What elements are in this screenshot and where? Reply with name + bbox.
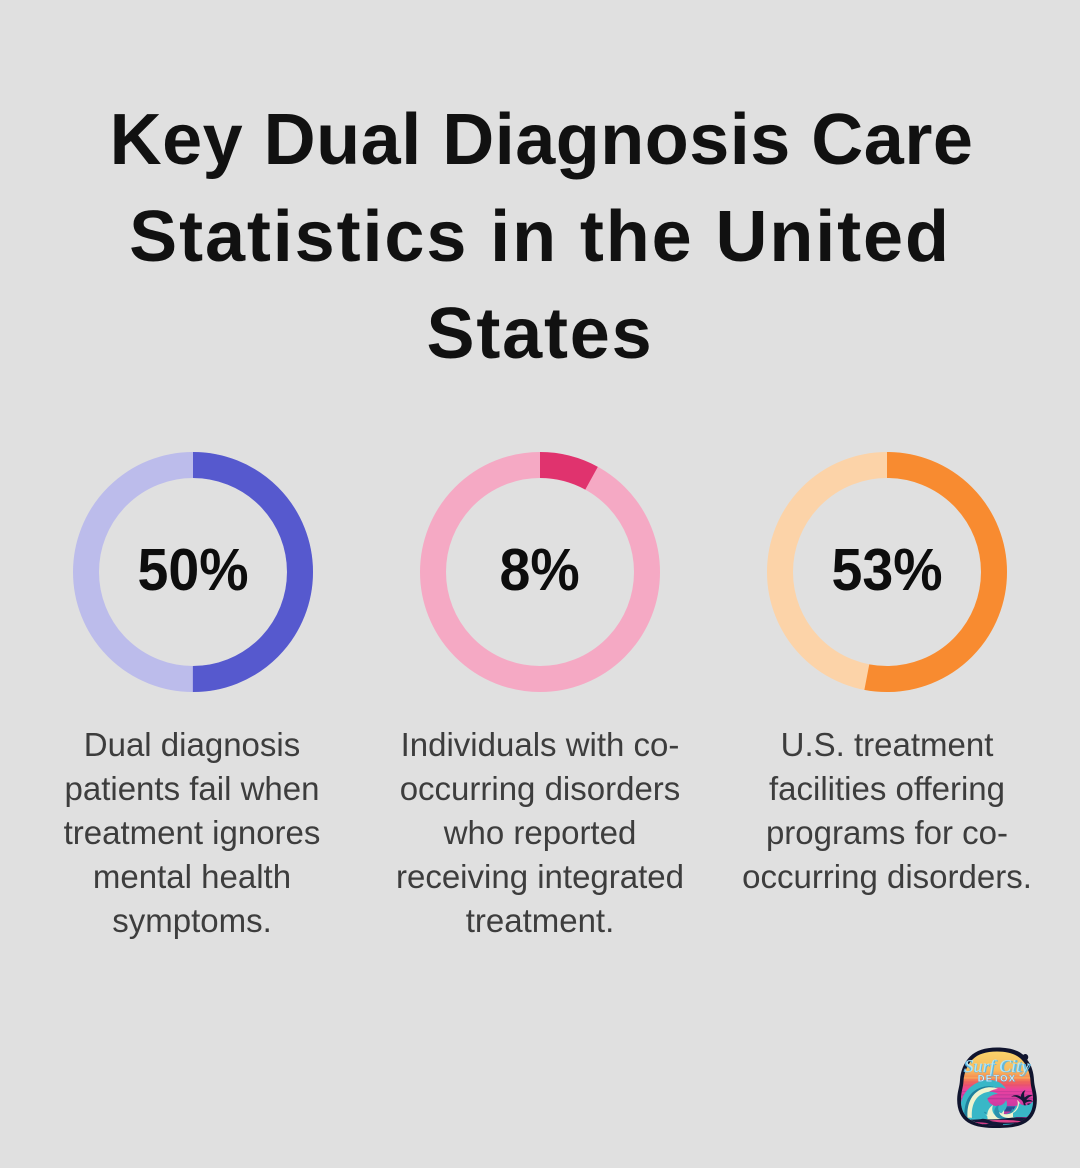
svg-text:Surf City: Surf City [964, 1056, 1029, 1076]
svg-text:DETOX: DETOX [978, 1074, 1017, 1085]
svg-text:Surf City: Surf City [963, 1057, 1032, 1077]
